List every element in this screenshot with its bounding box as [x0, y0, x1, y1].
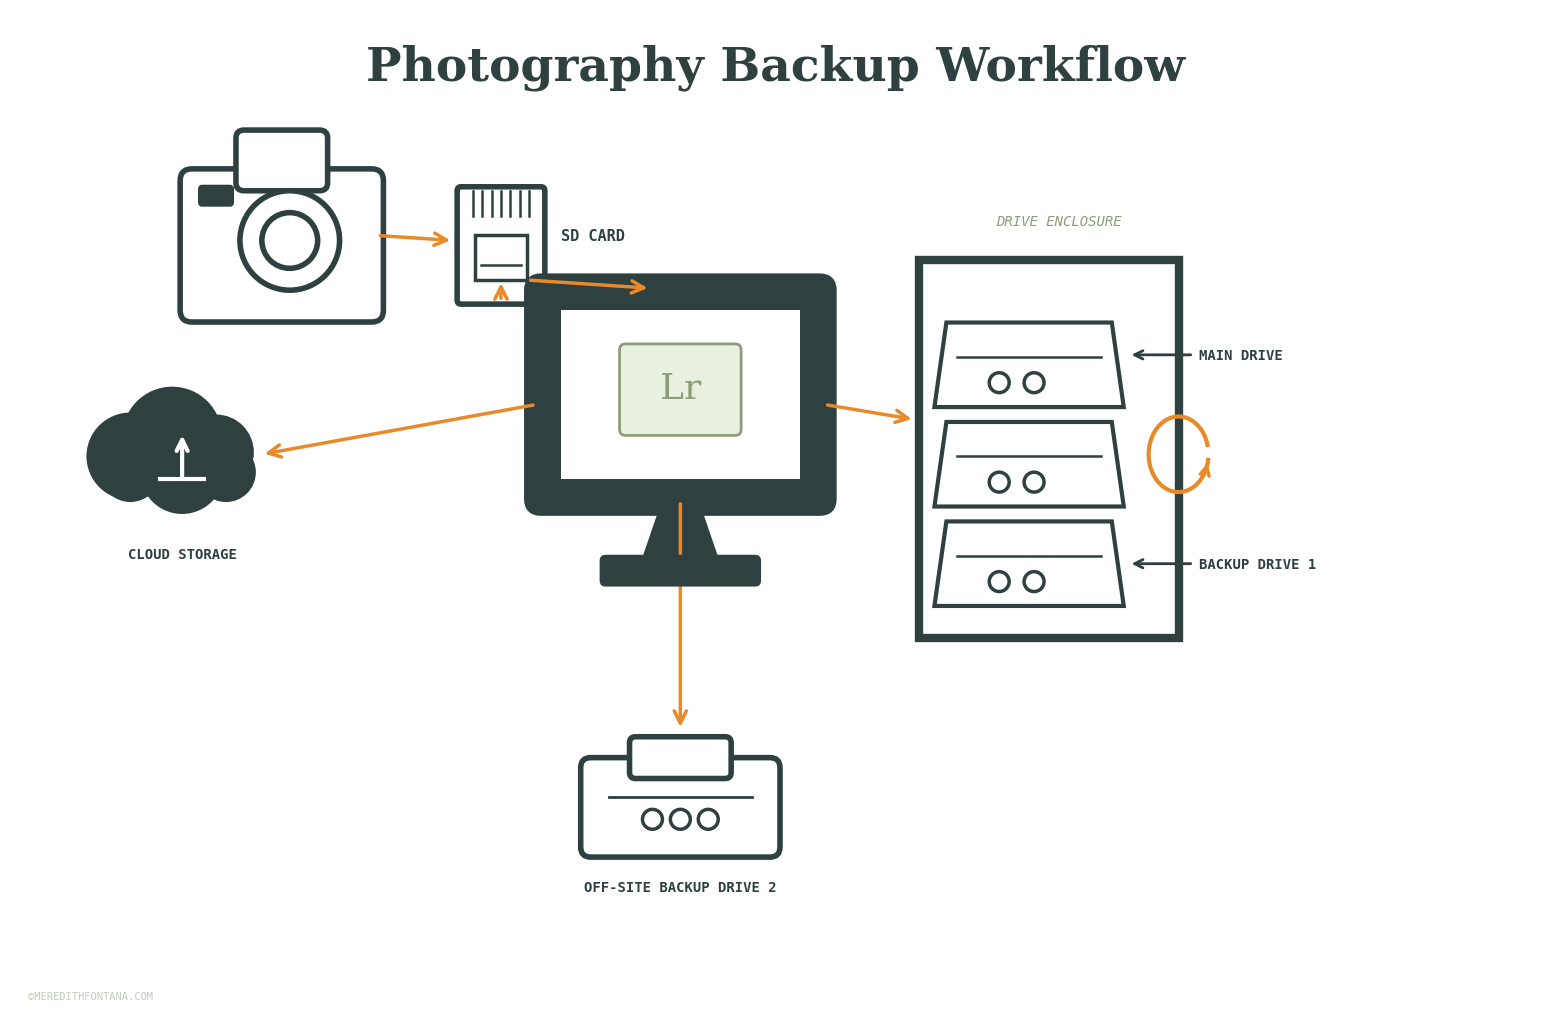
Circle shape	[989, 373, 1009, 393]
Circle shape	[1024, 473, 1044, 492]
Polygon shape	[934, 522, 1124, 606]
Polygon shape	[638, 499, 722, 570]
Text: Photography Backup Workflow: Photography Backup Workflow	[366, 44, 1186, 91]
Circle shape	[262, 213, 318, 269]
Circle shape	[123, 387, 222, 487]
FancyBboxPatch shape	[199, 186, 233, 207]
Circle shape	[101, 443, 160, 502]
Circle shape	[1024, 373, 1044, 393]
Bar	[475, 236, 526, 281]
Polygon shape	[934, 323, 1124, 408]
Text: SD CARD: SD CARD	[560, 229, 624, 244]
Text: BACKUP DRIVE 1: BACKUP DRIVE 1	[1200, 557, 1316, 571]
Text: CLOUD STORAGE: CLOUD STORAGE	[127, 547, 236, 561]
Circle shape	[643, 809, 663, 829]
Circle shape	[670, 809, 691, 829]
FancyBboxPatch shape	[529, 279, 832, 512]
Circle shape	[989, 572, 1009, 592]
Text: 4TB HDD: 4TB HDD	[973, 332, 1017, 342]
Circle shape	[989, 473, 1009, 492]
Circle shape	[140, 431, 223, 515]
Text: Lr: Lr	[660, 371, 702, 406]
Text: DRIVE ENCLOSURE: DRIVE ENCLOSURE	[996, 214, 1122, 228]
FancyBboxPatch shape	[458, 187, 545, 305]
Circle shape	[1024, 572, 1044, 592]
Text: OFF-SITE BACKUP DRIVE 2: OFF-SITE BACKUP DRIVE 2	[584, 880, 776, 894]
FancyBboxPatch shape	[630, 737, 731, 779]
FancyBboxPatch shape	[580, 758, 781, 857]
Bar	[919, 261, 1178, 639]
Text: MAIN DRIVE: MAIN DRIVE	[1200, 348, 1284, 363]
Circle shape	[241, 192, 340, 290]
Circle shape	[698, 809, 719, 829]
FancyBboxPatch shape	[619, 344, 742, 436]
Bar	[560, 311, 799, 480]
FancyBboxPatch shape	[180, 170, 383, 323]
FancyBboxPatch shape	[236, 131, 327, 192]
Text: ©MEREDITHFONTANA.COM: ©MEREDITHFONTANA.COM	[28, 991, 152, 1002]
Circle shape	[178, 415, 255, 490]
Circle shape	[87, 413, 174, 500]
Circle shape	[196, 443, 256, 502]
FancyBboxPatch shape	[599, 555, 760, 587]
Polygon shape	[934, 423, 1124, 507]
